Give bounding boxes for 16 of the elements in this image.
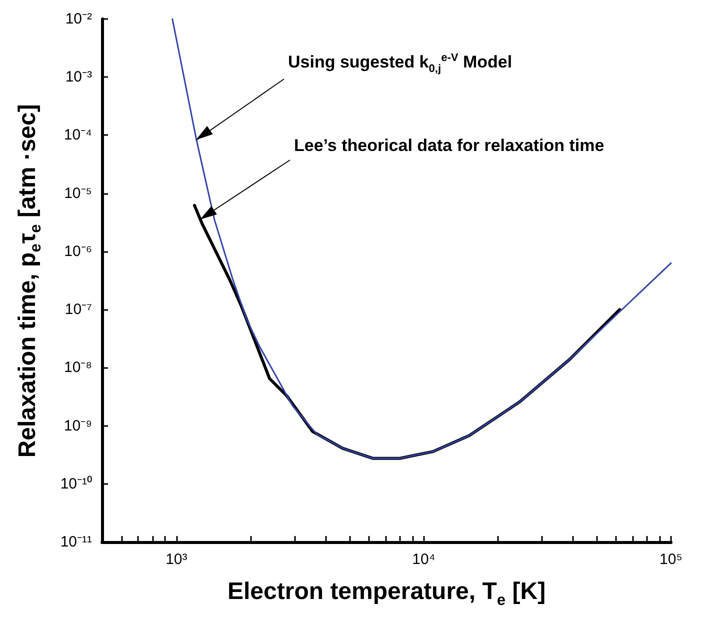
annotation: Using sugested k$_{0,j}$$^{e-V}$ Model — [288, 52, 512, 76]
y-tick-label: 10⁻¹¹ — [60, 534, 92, 550]
x-axis-title: Electron temperature, T$_{e}$ [K] — [228, 578, 546, 610]
x-tick-label: 10³ — [166, 551, 188, 568]
y-tick-label: 10⁻³ — [65, 68, 92, 86]
annotation: Lee’s theorical data for relaxation time — [294, 136, 604, 156]
y-tick-label: 10⁻¹⁰ — [60, 475, 92, 492]
y-tick-label: 10⁻⁸ — [64, 359, 92, 376]
x-tick-label: 10⁵ — [660, 551, 682, 568]
y-tick-label: 10⁻⁹ — [64, 417, 92, 434]
y-tick-label: 10⁻⁷ — [64, 301, 92, 318]
y-tick-label: 10⁻⁴ — [64, 126, 92, 144]
x-tick-label: 10⁴ — [412, 551, 436, 568]
y-tick-label: 10⁻² — [65, 10, 92, 28]
y-tick-label: 10⁻⁶ — [64, 242, 92, 260]
y-tick-label: 10⁻⁵ — [64, 184, 92, 202]
